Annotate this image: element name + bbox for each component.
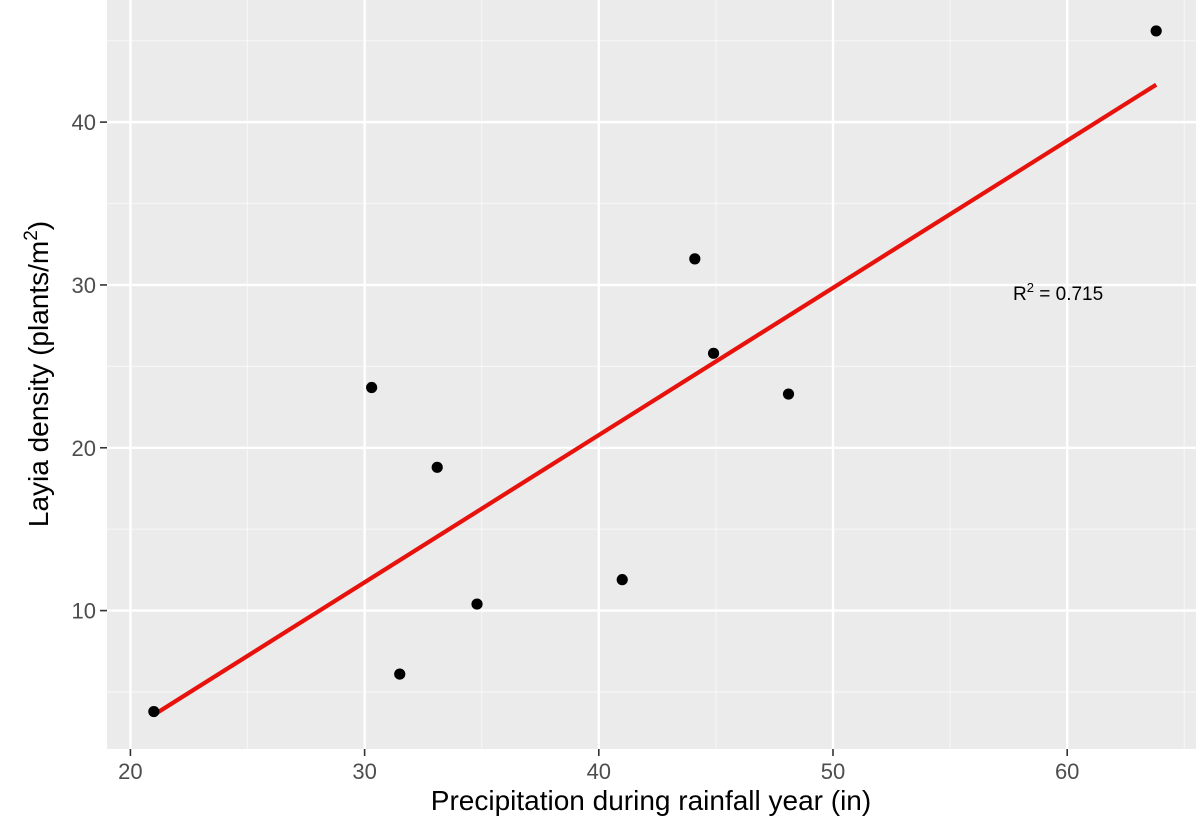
regression-line-group [152, 82, 1158, 717]
minor-gridlines [107, 0, 1196, 749]
data-points [148, 25, 1162, 718]
y-axis-title: Layia density (plants/m2) [21, 221, 54, 527]
data-point [394, 668, 406, 680]
x-axis-ticks: 20 30 40 50 60 [118, 749, 1079, 784]
regression-line [152, 82, 1158, 717]
data-point [689, 253, 701, 265]
x-axis-title: Precipitation during rainfall year (in) [431, 785, 871, 816]
data-point [471, 598, 483, 610]
y-tick-label: 30 [72, 273, 96, 298]
y-axis-ticks: 10 20 30 40 [72, 110, 107, 624]
x-tick-label: 40 [587, 759, 611, 784]
x-tick-label: 20 [118, 759, 142, 784]
data-point [431, 461, 443, 473]
r-squared-annotation: R2 = 0.715 [1013, 280, 1103, 305]
major-gridlines [107, 0, 1196, 749]
plot-panel [107, 0, 1196, 749]
x-tick-label: 60 [1055, 759, 1079, 784]
y-tick-label: 10 [72, 599, 96, 624]
data-point [148, 705, 160, 718]
data-point [782, 388, 795, 400]
data-point [366, 381, 378, 394]
data-point [707, 347, 720, 359]
x-tick-label: 50 [821, 759, 845, 784]
y-tick-label: 40 [72, 110, 96, 135]
x-tick-label: 30 [352, 759, 376, 784]
data-point [1150, 25, 1162, 37]
data-point [616, 574, 628, 586]
y-tick-label: 20 [72, 436, 96, 461]
